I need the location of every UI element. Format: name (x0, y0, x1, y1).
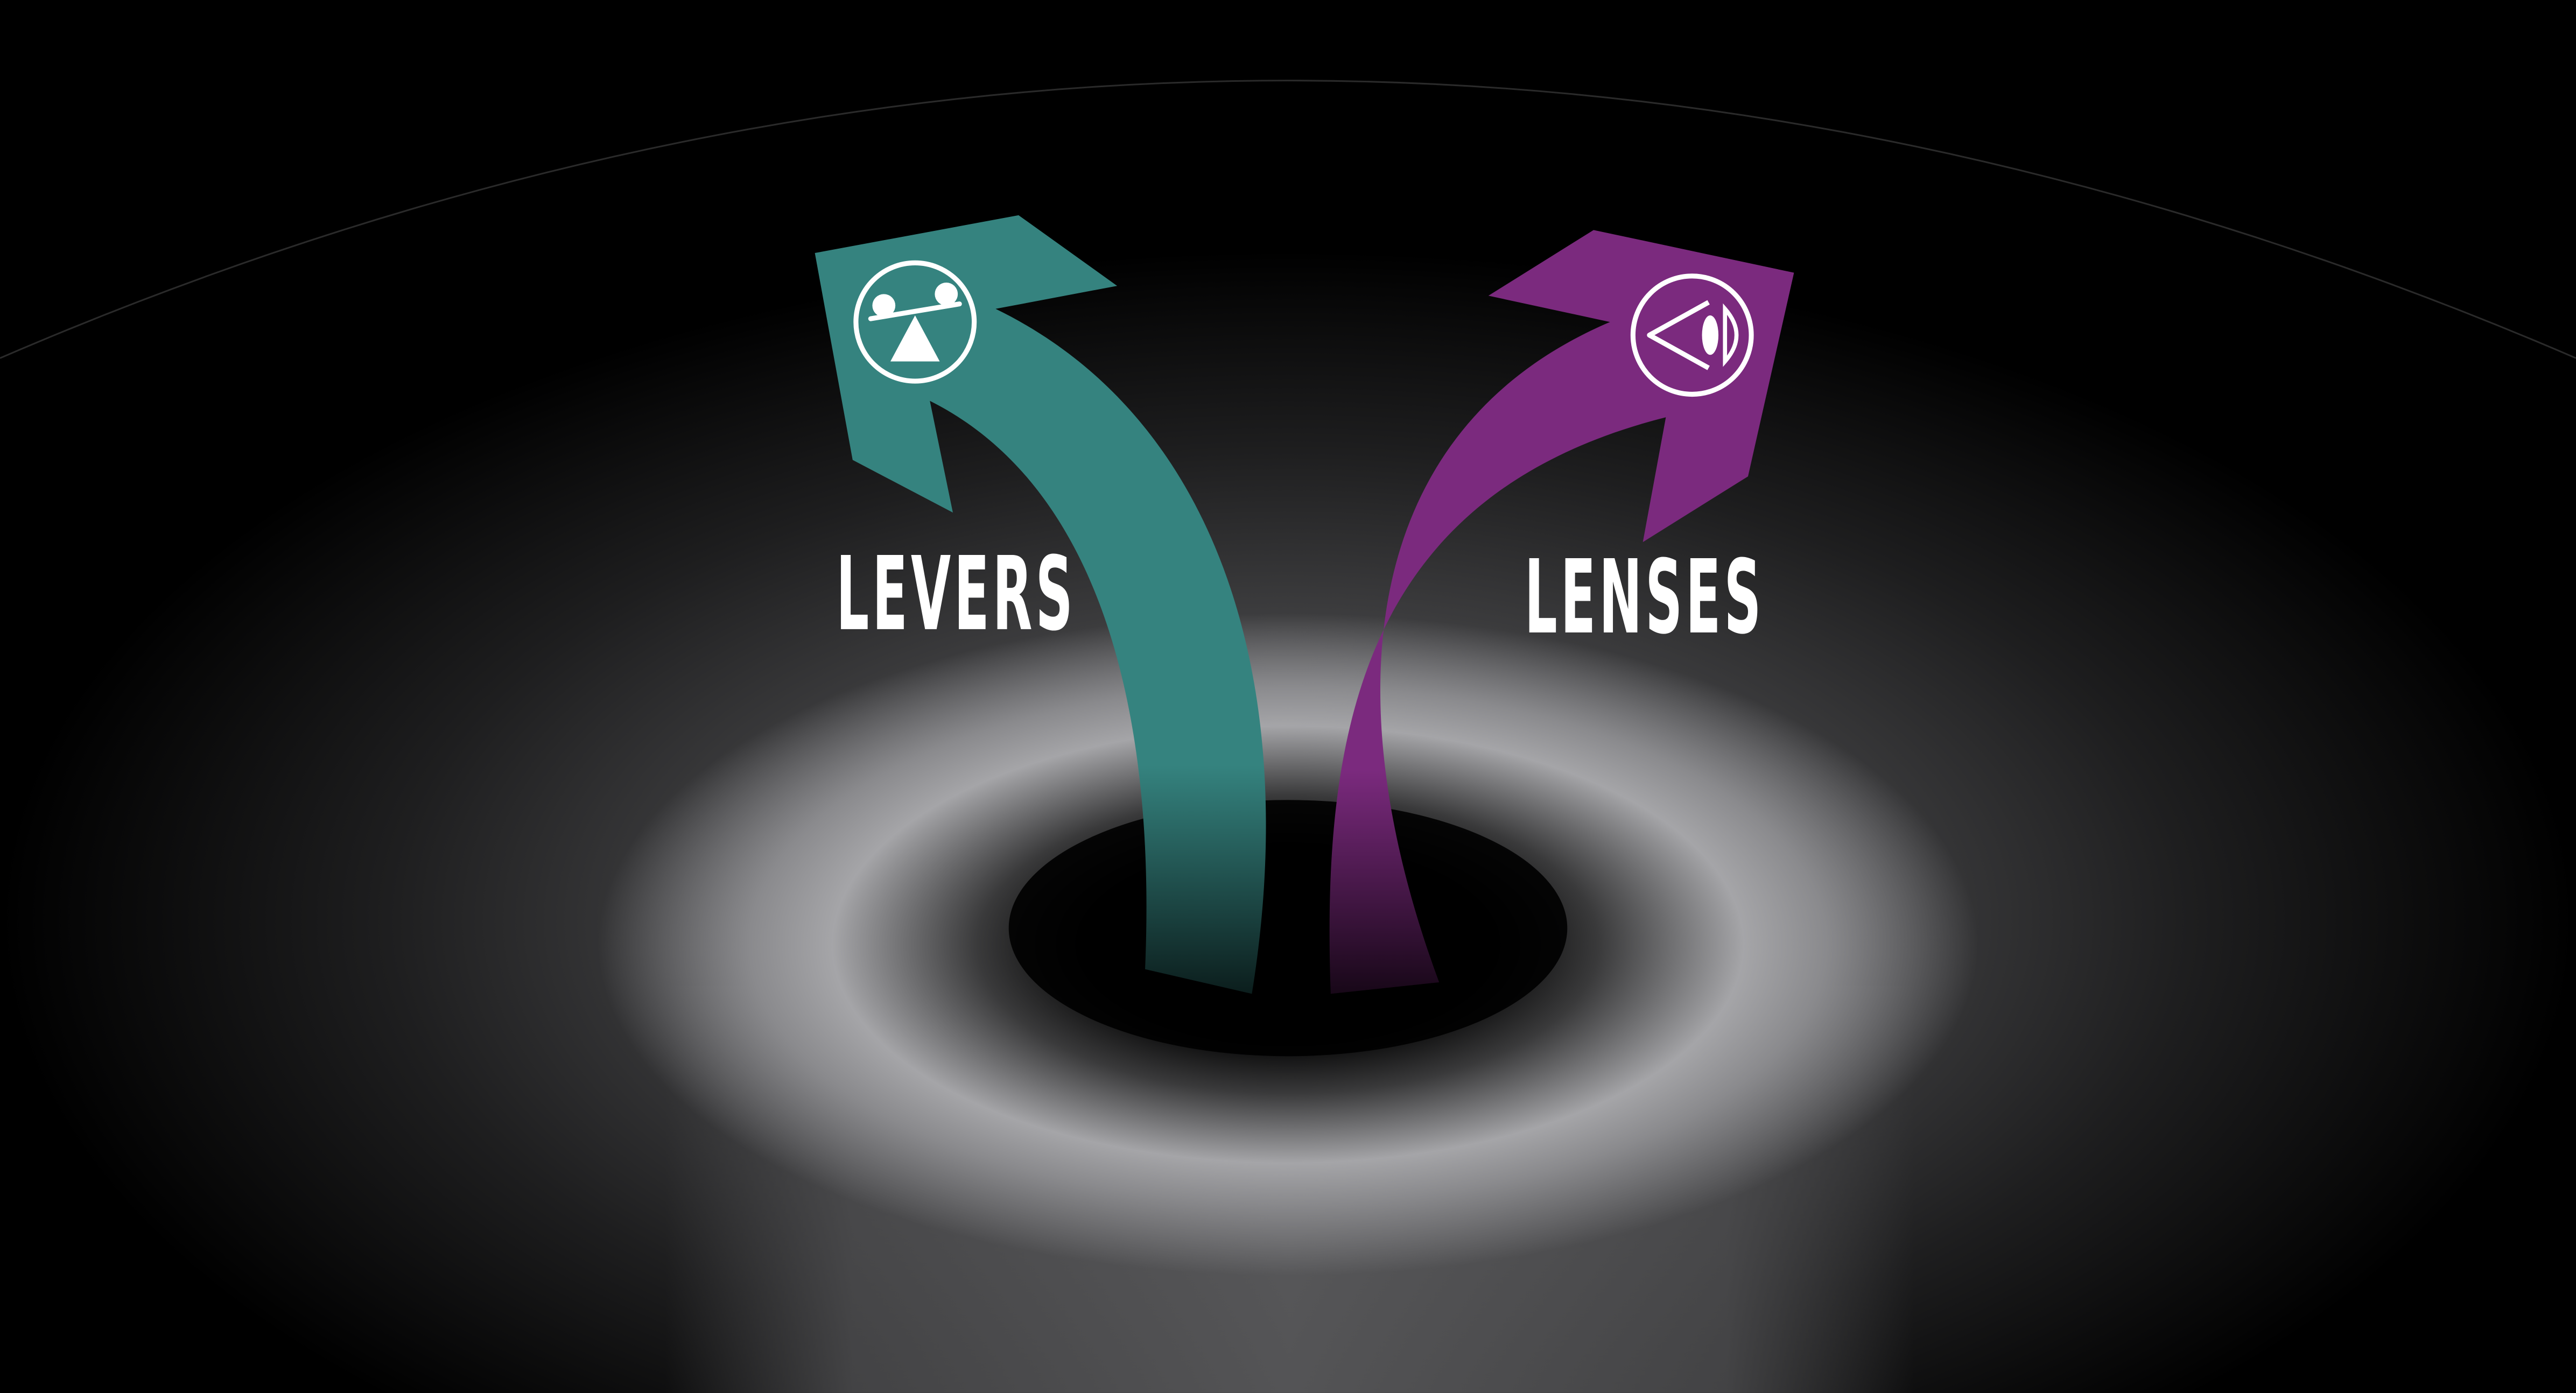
vortex-hole (1008, 800, 1568, 1057)
levers-arrow-body (815, 215, 1266, 994)
levers-label: LEVERS (836, 534, 1076, 653)
horizon-line (0, 80, 2576, 359)
seesaw-balance-icon (853, 260, 977, 384)
lenses-label: LENSES (1525, 538, 1765, 657)
levers-arrow (815, 215, 1266, 994)
lenses-arrow (1329, 230, 1794, 994)
lenses-arrow-body (1329, 230, 1794, 994)
eye-lens-icon (1630, 273, 1754, 397)
